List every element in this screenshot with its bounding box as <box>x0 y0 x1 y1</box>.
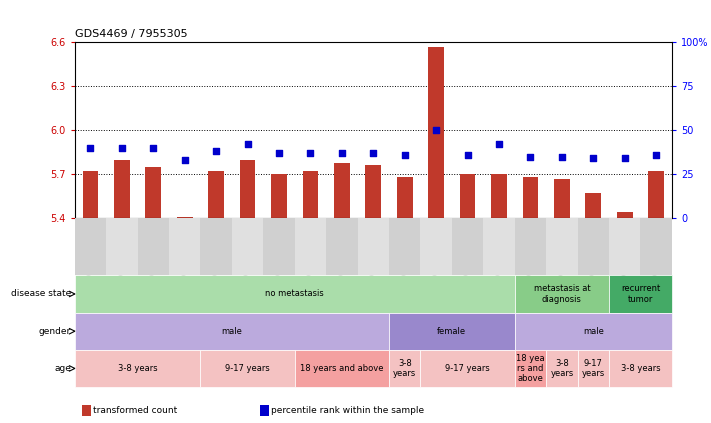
Bar <box>585 193 602 218</box>
Text: 9-17
years: 9-17 years <box>582 359 605 378</box>
Bar <box>491 174 507 218</box>
Text: age: age <box>54 364 71 373</box>
Point <box>651 151 662 158</box>
Bar <box>523 177 538 218</box>
Bar <box>617 212 633 218</box>
Bar <box>554 179 570 218</box>
Bar <box>82 171 98 218</box>
Bar <box>334 162 350 218</box>
Point <box>619 155 631 162</box>
Text: female: female <box>437 327 466 336</box>
Bar <box>240 159 255 218</box>
Text: 3-8
years: 3-8 years <box>550 359 574 378</box>
Text: 3-8 years: 3-8 years <box>118 364 157 373</box>
Point <box>368 150 379 157</box>
Point <box>210 148 222 155</box>
Text: 18 years and above: 18 years and above <box>300 364 384 373</box>
Text: recurrent
tumor: recurrent tumor <box>621 284 660 304</box>
Bar <box>365 165 381 218</box>
Point <box>148 145 159 151</box>
Text: percentile rank within the sample: percentile rank within the sample <box>271 406 424 415</box>
Text: 18 yea
rs and
above: 18 yea rs and above <box>516 354 545 383</box>
Text: transformed count: transformed count <box>93 406 177 415</box>
Point <box>179 157 191 164</box>
Point <box>556 153 567 160</box>
Bar <box>648 171 664 218</box>
Point <box>116 145 127 151</box>
Point <box>587 155 599 162</box>
Point <box>430 127 442 134</box>
Bar <box>397 177 412 218</box>
Text: GDS4469 / 7955305: GDS4469 / 7955305 <box>75 29 187 39</box>
Text: 9-17 years: 9-17 years <box>225 364 270 373</box>
Point <box>493 141 505 148</box>
Bar <box>428 47 444 218</box>
Bar <box>145 167 161 218</box>
Point <box>85 145 96 151</box>
Text: 3-8
years: 3-8 years <box>393 359 417 378</box>
Text: male: male <box>221 327 242 336</box>
Text: metastasis at
diagnosis: metastasis at diagnosis <box>533 284 590 304</box>
Point <box>462 151 474 158</box>
Point <box>242 141 253 148</box>
Point <box>336 150 348 157</box>
Text: disease state: disease state <box>11 289 71 299</box>
Text: male: male <box>583 327 604 336</box>
Point <box>525 153 536 160</box>
Point <box>305 150 316 157</box>
Bar <box>303 171 319 218</box>
Text: 3-8 years: 3-8 years <box>621 364 661 373</box>
Point <box>273 150 284 157</box>
Text: gender: gender <box>39 327 71 336</box>
Point <box>399 151 410 158</box>
Bar <box>271 174 287 218</box>
Text: 9-17 years: 9-17 years <box>445 364 490 373</box>
Bar <box>460 174 476 218</box>
Bar <box>114 159 129 218</box>
Bar <box>177 217 193 218</box>
Bar <box>208 171 224 218</box>
Text: no metastasis: no metastasis <box>265 289 324 299</box>
